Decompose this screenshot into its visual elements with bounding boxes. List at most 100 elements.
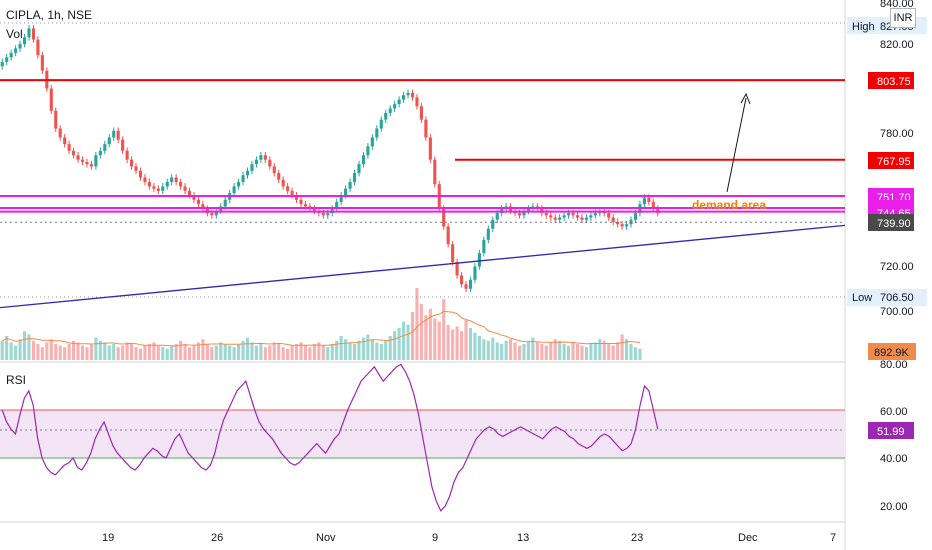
volume-bar	[580, 345, 584, 360]
price-tick: 720.00	[880, 261, 914, 273]
volume-bar	[500, 344, 504, 360]
volume-bar	[286, 348, 290, 360]
price-tick: 780.00	[880, 128, 914, 140]
volume-bar	[531, 337, 535, 360]
candle-body	[593, 213, 597, 216]
level-tag-bg	[868, 214, 914, 231]
volume-bar	[250, 342, 254, 360]
candle-body	[281, 179, 285, 187]
candle-body	[31, 28, 36, 40]
currency-badge[interactable]: INR	[890, 8, 916, 28]
volume-bar	[129, 344, 134, 360]
volume-bar	[567, 345, 571, 360]
candle-body	[393, 104, 397, 109]
volume-bar	[303, 345, 308, 360]
low-tag-bg	[847, 289, 927, 306]
volume-bar	[9, 342, 13, 360]
candle-body	[196, 199, 201, 205]
rsi-value-tag: 51.99	[877, 426, 905, 438]
volume-bar	[27, 334, 31, 360]
volume-bar	[147, 344, 151, 360]
candle-body	[40, 55, 44, 71]
time-axis: 19 26 Nov 9 13 23 Dec 7	[102, 532, 836, 544]
volume-bar	[165, 348, 169, 360]
candle-body	[299, 199, 303, 205]
candle-body	[575, 215, 580, 218]
volume-bar	[526, 340, 531, 360]
volume-bar	[5, 336, 9, 360]
candle-body	[616, 222, 620, 225]
volume-bar	[553, 339, 557, 360]
volume-bar	[428, 308, 432, 360]
candle-body	[250, 164, 254, 171]
candle-body	[22, 37, 27, 44]
candle-body	[129, 159, 134, 167]
candle-body	[125, 150, 129, 160]
support-trendline[interactable]	[0, 224, 846, 309]
candle-body	[375, 128, 379, 138]
volume-bar	[504, 340, 508, 360]
volume-bar	[259, 344, 263, 360]
volume-bar	[402, 321, 406, 360]
volume-label[interactable]: Vol	[6, 27, 23, 41]
volume-bar	[442, 299, 446, 360]
symbol-title[interactable]: CIPLA, 1h, NSE	[6, 8, 93, 22]
volume-bar	[339, 336, 343, 360]
volume-bar	[67, 344, 71, 360]
candle-body	[517, 213, 522, 216]
volume-bar	[517, 345, 522, 360]
projection-arrow[interactable]	[726, 97, 747, 193]
volume-bar	[107, 345, 111, 360]
volume-bar	[437, 321, 441, 360]
volume-bar	[98, 340, 102, 360]
candle-body	[290, 190, 294, 196]
candle-body	[80, 159, 85, 162]
volume-bar	[370, 339, 374, 360]
volume-bar	[388, 336, 392, 360]
volume-bar	[433, 318, 437, 360]
candle-body	[366, 146, 370, 156]
price-levels	[0, 79, 845, 223]
candle-body	[562, 215, 566, 218]
volume-bar	[40, 347, 44, 360]
volume-bar	[63, 347, 67, 360]
time-tick: 26	[211, 532, 223, 544]
rsi-tick: 60.00	[880, 406, 908, 418]
candle-body	[402, 95, 406, 100]
rsi-line	[1, 363, 659, 512]
candle-body	[558, 217, 562, 220]
candle-body	[388, 108, 392, 113]
volume-bar	[486, 340, 490, 360]
candle-body	[647, 197, 651, 202]
price-axis: 840.00 820.00 780.00 720.00 700.00	[880, 0, 914, 318]
volume-bar	[170, 345, 174, 360]
candle-body	[553, 217, 557, 220]
volume-bar	[223, 344, 227, 360]
candle-body	[5, 57, 9, 62]
volume-bar	[544, 345, 548, 360]
price-tick: 700.00	[880, 306, 914, 318]
volume-bar	[263, 347, 267, 360]
rsi-tick: 40.00	[880, 453, 908, 465]
volume-bar	[49, 339, 53, 360]
candle-body	[94, 155, 98, 167]
volume-bar	[607, 344, 611, 360]
volume-bar	[575, 344, 580, 360]
rsi-label[interactable]: RSI	[6, 373, 27, 387]
candle-body	[361, 155, 366, 165]
candle-body	[187, 190, 192, 196]
volume-bar	[228, 345, 232, 360]
candle-body	[406, 92, 410, 96]
demand-area-label[interactable]: demand area	[692, 198, 766, 212]
volume-bar	[455, 326, 459, 360]
candle-body	[384, 112, 388, 120]
candle-body	[491, 219, 495, 229]
volume-bar	[348, 342, 352, 360]
rsi-value-tag-bg	[868, 422, 914, 439]
volume-bar	[174, 344, 178, 360]
volume-bar	[179, 340, 183, 360]
candle-body	[170, 177, 174, 182]
volume-bar	[540, 344, 544, 360]
candle-body	[138, 170, 143, 178]
volume-bar	[245, 337, 250, 360]
